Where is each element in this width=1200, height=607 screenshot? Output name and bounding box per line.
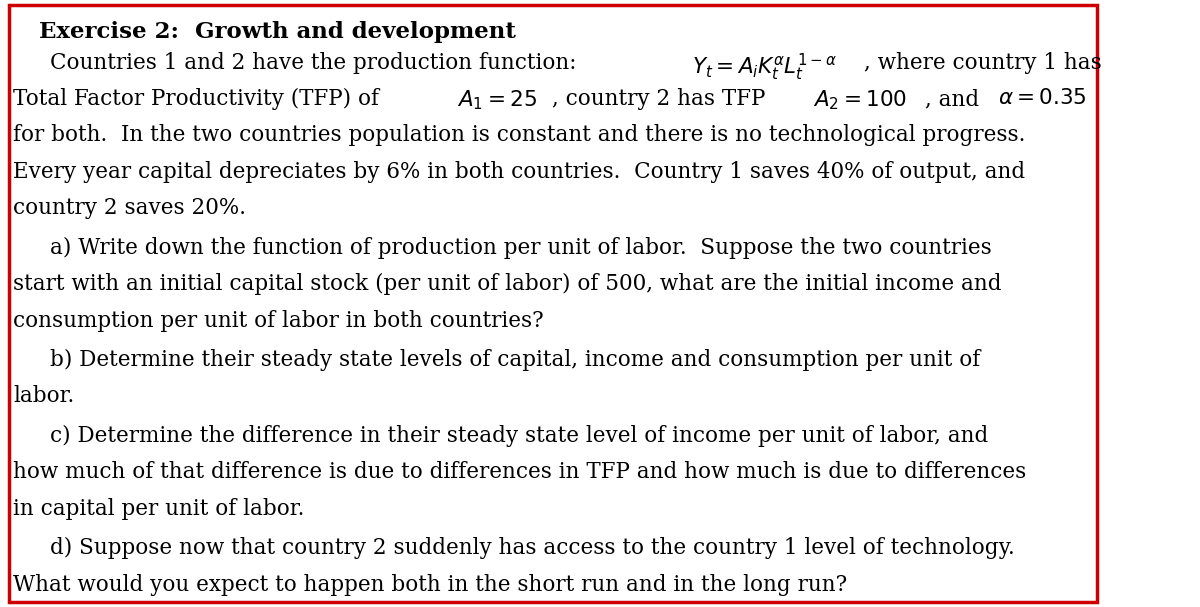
Text: country 2 saves 20%.: country 2 saves 20%.: [13, 197, 246, 219]
Text: $A_1 = 25$: $A_1 = 25$: [456, 88, 536, 112]
Text: Every year capital depreciates by 6% in both countries.  Country 1 saves 40% of : Every year capital depreciates by 6% in …: [13, 161, 1025, 183]
Text: Total Factor Productivity (TFP) of: Total Factor Productivity (TFP) of: [13, 88, 386, 110]
Text: c) Determine the difference in their steady state level of income per unit of la: c) Determine the difference in their ste…: [49, 425, 988, 447]
Text: $\alpha = 0.35$: $\alpha = 0.35$: [997, 88, 1086, 108]
Text: d) Suppose now that country 2 suddenly has access to the country 1 level of tech: d) Suppose now that country 2 suddenly h…: [49, 537, 1014, 559]
Text: labor.: labor.: [13, 385, 74, 407]
Text: consumption per unit of labor in both countries?: consumption per unit of labor in both co…: [13, 310, 544, 331]
Text: how much of that difference is due to differences in TFP and how much is due to : how much of that difference is due to di…: [13, 461, 1026, 483]
Text: in capital per unit of labor.: in capital per unit of labor.: [13, 498, 305, 520]
Text: for both.  In the two countries population is constant and there is no technolog: for both. In the two countries populatio…: [13, 124, 1026, 146]
Text: start with an initial capital stock (per unit of labor) of 500, what are the ini: start with an initial capital stock (per…: [13, 273, 1002, 295]
Text: , where country 1 has: , where country 1 has: [864, 52, 1102, 73]
Text: a) Write down the function of production per unit of labor.  Suppose the two cou: a) Write down the function of production…: [49, 237, 991, 259]
Text: b) Determine their steady state levels of capital, income and consumption per un: b) Determine their steady state levels o…: [49, 349, 980, 371]
Text: Countries 1 and 2 have the production function:: Countries 1 and 2 have the production fu…: [49, 52, 590, 73]
Text: $A_2 = 100$: $A_2 = 100$: [814, 88, 907, 112]
Text: What would you expect to happen both in the short run and in the long run?: What would you expect to happen both in …: [13, 574, 847, 595]
Text: $Y_t = A_i K_t^{\alpha} L_t^{1-\alpha}$: $Y_t = A_i K_t^{\alpha} L_t^{1-\alpha}$: [692, 52, 836, 83]
Text: , and: , and: [925, 88, 986, 110]
Text: Exercise 2:  Growth and development: Exercise 2: Growth and development: [38, 21, 516, 43]
Text: , country 2 has TFP: , country 2 has TFP: [552, 88, 772, 110]
